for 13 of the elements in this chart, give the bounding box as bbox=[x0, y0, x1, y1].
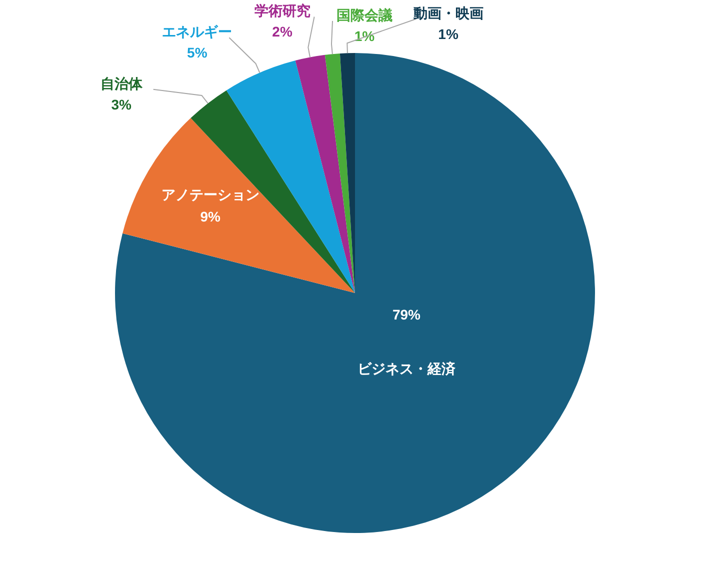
slice-label: エネルギー bbox=[162, 24, 232, 40]
slice-label: 自治体 bbox=[100, 75, 144, 92]
slice-label: アノテーション bbox=[161, 186, 260, 202]
data-label: 3% bbox=[111, 96, 132, 112]
data-label: 9% bbox=[200, 208, 222, 224]
data-label: 2% bbox=[272, 24, 293, 40]
slice-label: 動画・映画 bbox=[412, 4, 484, 21]
slice-label: 国際会議 bbox=[336, 6, 393, 23]
data-label: 5% bbox=[187, 44, 208, 61]
slice-label: ビジネス・経済 bbox=[357, 360, 456, 376]
data-label: 79% bbox=[392, 306, 422, 322]
data-label: 1% bbox=[438, 26, 459, 42]
slice-label: 学術研究 bbox=[254, 2, 310, 19]
